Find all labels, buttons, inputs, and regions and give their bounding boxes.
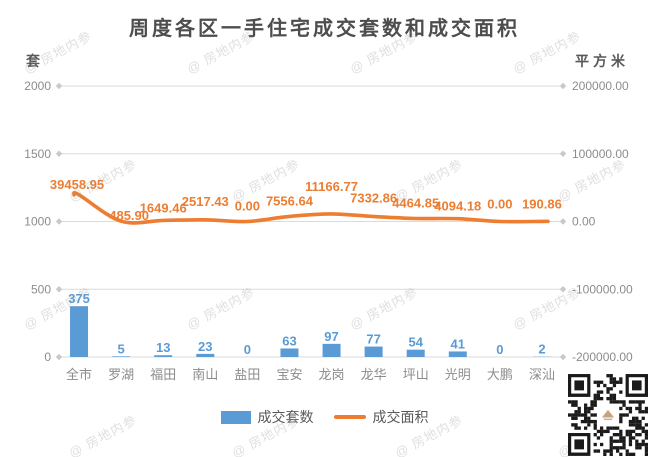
qr-code (568, 374, 649, 457)
line-value-label: 7332.86 (350, 191, 397, 206)
category-label: 坪山 (403, 367, 429, 382)
bar-value-label: 0 (244, 342, 251, 357)
axis-tick-marker (55, 286, 63, 293)
axis-tick-marker (559, 353, 567, 361)
left-axis-unit-label: 套 (26, 53, 40, 69)
left-axis-tick-label: 500 (31, 282, 51, 296)
bar (154, 355, 173, 357)
line-value-label: 0.00 (487, 197, 512, 212)
right-axis-tick-label: -100000.00 (572, 282, 633, 296)
axis-tick-marker (55, 82, 63, 90)
line-value-label: 7556.64 (266, 193, 314, 208)
category-label: 光明 (445, 367, 471, 382)
line-value-label: 11166.77 (305, 179, 358, 194)
left-axis-tick-label: 0 (44, 350, 51, 364)
category-label: 全市 (66, 367, 92, 382)
category-label: 宝安 (276, 367, 302, 382)
line-value-label: 1649.46 (140, 200, 187, 215)
line-value-label: 39458.95 (50, 177, 104, 192)
axis-tick-marker (55, 150, 63, 157)
line-swatch-icon (333, 415, 366, 419)
category-label: 福田 (150, 367, 176, 382)
bar-value-label: 0 (496, 342, 503, 357)
bar-value-label: 375 (68, 291, 90, 306)
qr-code-image (568, 374, 649, 457)
line-value-label: 485.90 (109, 208, 149, 223)
line-value-label: 2517.43 (182, 194, 229, 209)
legend-label: 成交套数 (257, 409, 314, 425)
bar (112, 356, 131, 357)
axis-tick-marker (55, 353, 63, 361)
axis-tick-marker (559, 218, 567, 225)
bar-value-label: 13 (156, 340, 170, 355)
legend-item-bar: 成交套数 (220, 407, 314, 427)
line-series (72, 191, 550, 225)
line-value-label: 4094.18 (434, 199, 481, 214)
line-value-label: 0.00 (235, 199, 260, 214)
category-label: 龙岗 (319, 367, 345, 382)
category-label: 罗湖 (108, 367, 134, 382)
left-axis-tick-label: 2000 (24, 79, 51, 93)
bar-value-label: 5 (118, 341, 125, 356)
bar-value-label: 77 (366, 332, 380, 347)
category-label: 大鹏 (487, 367, 513, 382)
bar-value-label: 63 (282, 333, 296, 348)
bar-swatch-icon (220, 410, 251, 424)
axis-tick-marker (559, 150, 567, 157)
bar-value-label: 23 (198, 339, 212, 354)
bar-value-label: 41 (451, 336, 465, 351)
left-axis-tick-label: 1000 (24, 215, 51, 229)
bar-value-label: 97 (324, 329, 338, 344)
legend-label: 成交面积 (372, 409, 429, 425)
bar (448, 351, 467, 357)
right-axis-tick-label: 200000.00 (572, 79, 629, 93)
bar (196, 353, 215, 357)
right-axis-tick-label: -200000.00 (572, 350, 633, 364)
axis-tick-marker (55, 218, 63, 225)
line-value-label: 190.86 (522, 196, 562, 211)
bar-value-label: 2 (538, 342, 545, 357)
legend-item-line: 成交面积 (333, 407, 429, 427)
bar (364, 346, 383, 357)
bar (70, 306, 89, 357)
line-value-label: 4464.85 (392, 195, 439, 210)
right-axis-tick-label: 0.00 (572, 215, 596, 229)
bar-value-label: 54 (408, 335, 423, 350)
right-axis-unit-label: 平方米 (575, 53, 629, 69)
category-label: 龙华 (361, 367, 387, 382)
category-label: 盐田 (234, 367, 260, 382)
category-label: 南山 (192, 367, 218, 382)
bar (322, 343, 341, 357)
axis-tick-marker (559, 286, 567, 293)
chart-legend: 成交套数 成交面积 (0, 404, 649, 430)
bar (406, 349, 425, 357)
left-axis-tick-label: 1500 (24, 147, 51, 161)
category-label: 深汕 (529, 367, 555, 382)
right-axis-tick-label: 100000.00 (572, 147, 629, 161)
axis-tick-marker (559, 82, 567, 90)
chart-title: 周度各区一手住宅成交套数和成交面积 (129, 18, 520, 40)
bar (280, 348, 299, 357)
